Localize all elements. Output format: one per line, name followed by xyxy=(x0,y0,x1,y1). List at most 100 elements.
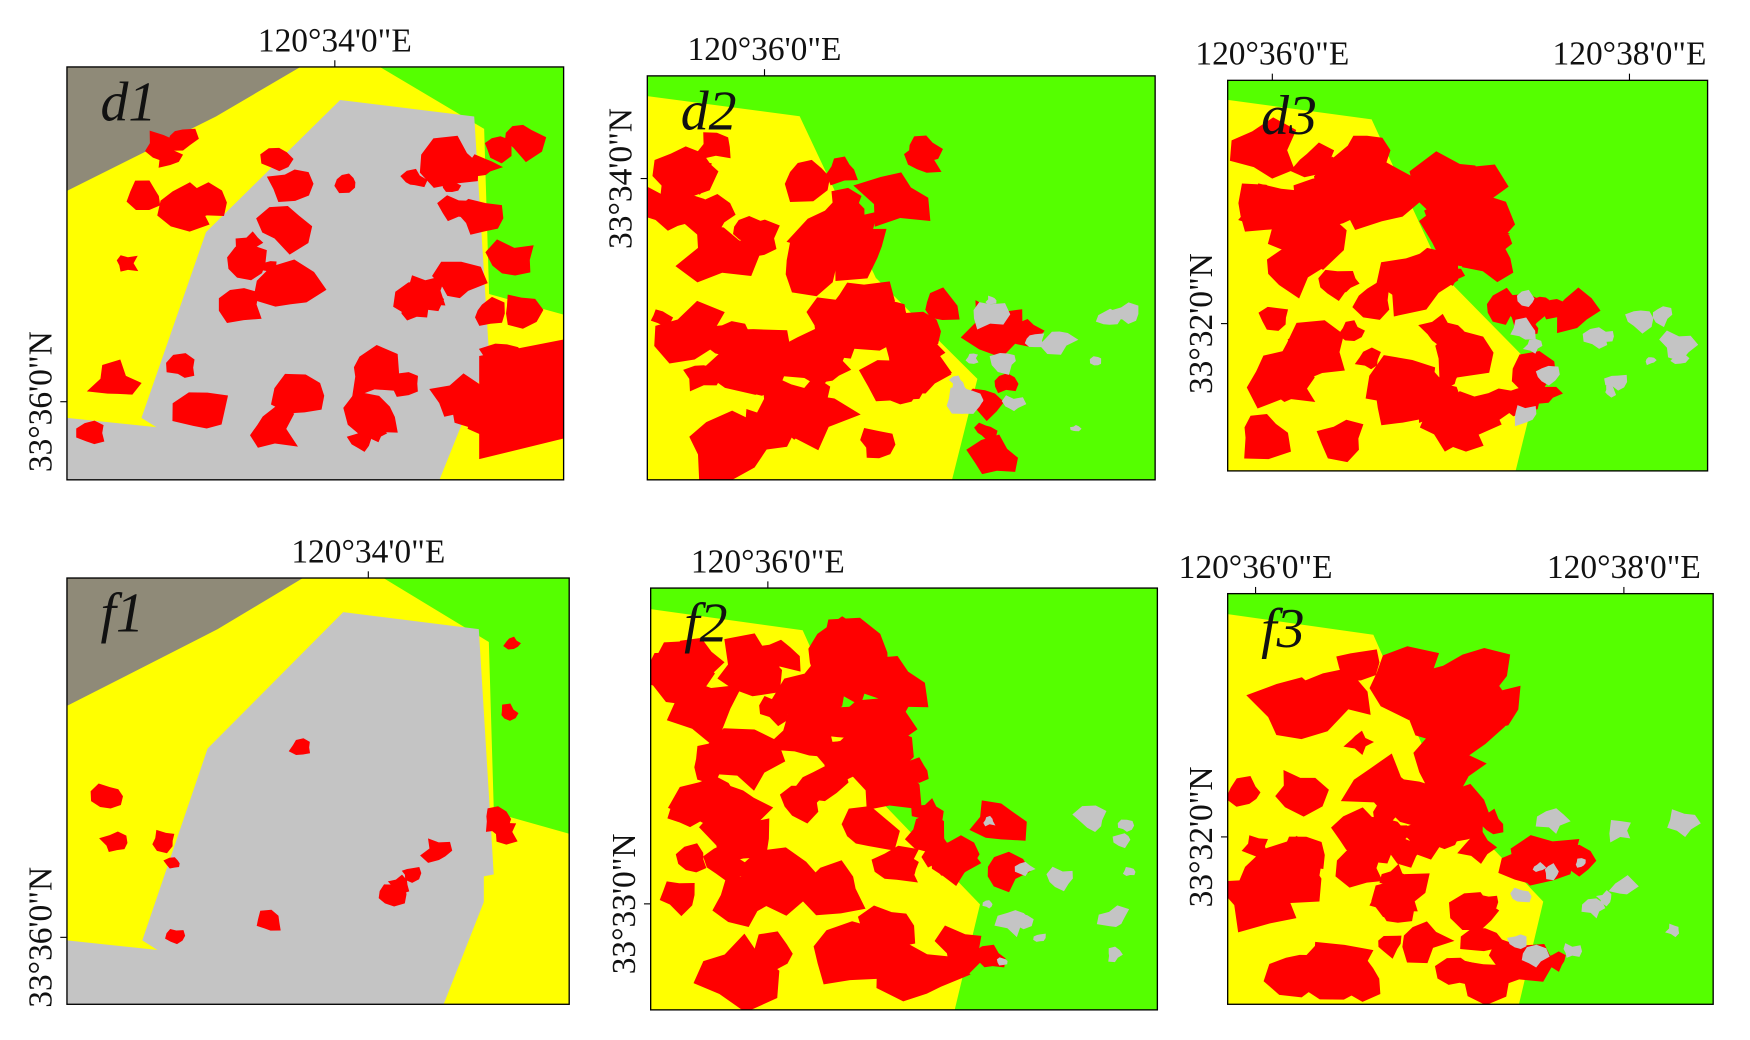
red-patch xyxy=(717,633,783,697)
red-patch xyxy=(116,255,139,272)
satellite xyxy=(66,66,301,191)
gray-patch xyxy=(1563,943,1583,958)
red-patch xyxy=(873,694,909,721)
red-patch xyxy=(163,857,180,869)
red-patch xyxy=(921,836,965,868)
red-patch xyxy=(485,239,534,276)
red-patch xyxy=(1373,802,1396,829)
gray-patch xyxy=(1581,898,1606,919)
red-patch xyxy=(484,136,512,164)
red-patch xyxy=(880,771,919,801)
gray-patch xyxy=(1510,887,1532,903)
gray-patch xyxy=(1608,875,1639,895)
gray-patch xyxy=(1544,863,1559,881)
red-patch xyxy=(1460,928,1505,952)
red-patch xyxy=(1498,844,1543,884)
red-patch xyxy=(253,259,327,307)
red-patch xyxy=(650,652,703,691)
red-patch xyxy=(908,135,943,163)
red-patch xyxy=(748,639,801,675)
red-patch xyxy=(1302,669,1371,722)
red-patch xyxy=(1376,250,1455,303)
gray-patch xyxy=(1609,819,1631,843)
red-patch xyxy=(1395,665,1469,745)
red-patch xyxy=(152,829,175,854)
red-patch xyxy=(786,189,865,266)
red-patch xyxy=(1463,667,1507,710)
red-patch xyxy=(1473,895,1499,909)
red-patch xyxy=(1275,769,1329,817)
red-patch xyxy=(1457,829,1498,864)
red-patch xyxy=(966,434,1018,475)
red-patch xyxy=(483,859,570,983)
gray-area xyxy=(66,417,291,480)
gray-patch xyxy=(989,352,1016,375)
red-patch xyxy=(700,329,792,395)
red-patch xyxy=(270,373,325,414)
red-patch xyxy=(697,132,731,159)
gray-patch xyxy=(1605,383,1617,398)
lon-label: 120°34'0"E xyxy=(291,533,445,570)
lon-label: 120°34'0"E xyxy=(258,22,412,59)
red-patch xyxy=(650,309,674,326)
red-patch xyxy=(1227,775,1261,807)
gray-patch xyxy=(1516,289,1535,307)
red-patch xyxy=(378,884,407,907)
gray-patch xyxy=(1089,356,1102,366)
panel-frame xyxy=(66,577,570,1005)
gray-patch xyxy=(1532,862,1547,873)
red-patch xyxy=(266,169,314,202)
red-patch xyxy=(911,798,944,820)
red-patch xyxy=(1318,269,1358,301)
lon-label: 120°36'0"E xyxy=(1195,36,1349,73)
red-patch xyxy=(1229,117,1297,179)
map-panel xyxy=(66,66,564,480)
panel-label: f2 xyxy=(684,593,727,655)
red-patch xyxy=(861,954,896,978)
gray-patch xyxy=(1522,338,1543,354)
red-patch xyxy=(647,186,698,231)
lon-label: 120°38'0"E xyxy=(1547,549,1701,586)
red-patch xyxy=(860,428,896,459)
red-patch xyxy=(419,135,479,188)
gray-patch xyxy=(994,910,1032,938)
red-patch xyxy=(784,159,831,202)
red-patch xyxy=(893,311,941,351)
gray-patch xyxy=(1122,867,1136,876)
red-patch xyxy=(126,180,161,211)
panel-frame xyxy=(646,75,1156,481)
red-patch xyxy=(675,843,707,873)
red-patch xyxy=(1418,313,1454,349)
red-patch xyxy=(442,180,462,193)
red-patch xyxy=(400,168,428,188)
red-patch xyxy=(1246,677,1349,740)
red-patch xyxy=(652,146,713,192)
gray-patch xyxy=(1117,819,1135,832)
red-patch xyxy=(1462,960,1497,991)
gray-patch xyxy=(1072,805,1107,832)
gray-area xyxy=(142,612,494,1005)
gray-patch xyxy=(1645,357,1657,366)
red-patch xyxy=(1557,287,1601,334)
red-patch xyxy=(712,875,775,927)
gray-patch xyxy=(996,957,1008,966)
red-patch xyxy=(393,281,445,316)
gray-patch xyxy=(1514,405,1537,427)
red-patch xyxy=(1478,808,1504,835)
red-patch xyxy=(1338,320,1365,342)
red-patch xyxy=(1402,921,1455,964)
red-patch xyxy=(343,391,398,436)
gray-patch xyxy=(1667,809,1701,838)
red-patch xyxy=(256,909,281,931)
red-patch xyxy=(683,365,723,392)
gray-patch xyxy=(1001,395,1027,412)
gray-patch xyxy=(1659,330,1699,362)
red-patch xyxy=(880,376,919,405)
red-patch xyxy=(1461,232,1514,283)
red-patch xyxy=(165,928,186,945)
red-patch xyxy=(506,294,544,329)
red-patch xyxy=(227,244,267,281)
red-patch xyxy=(250,405,298,448)
gray-patch xyxy=(1046,866,1073,892)
